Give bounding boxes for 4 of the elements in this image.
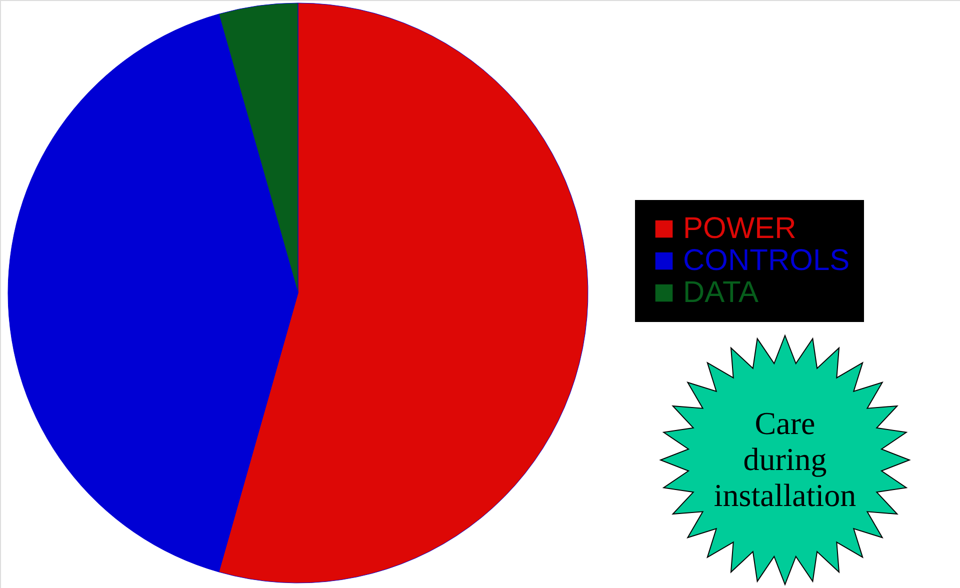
legend-label: DATA [683,276,759,309]
legend-label: CONTROLS [683,244,850,277]
legend-label: POWER [683,212,796,245]
text: Care during installation [714,405,856,513]
